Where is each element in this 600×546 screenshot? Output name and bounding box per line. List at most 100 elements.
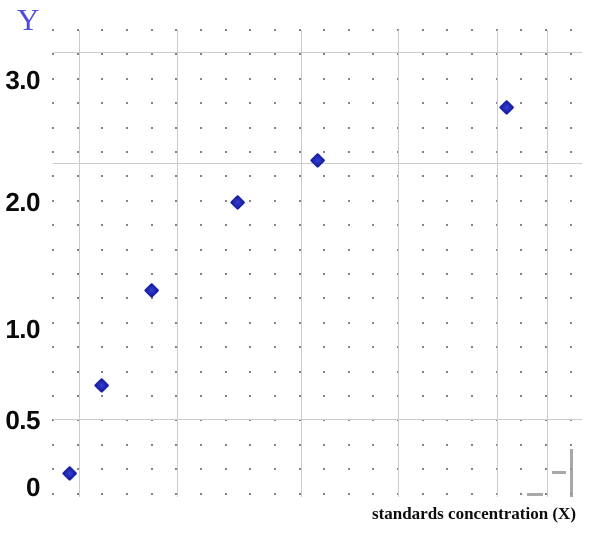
grid-dot xyxy=(52,297,54,300)
grid-dot xyxy=(150,29,153,31)
grid-dot xyxy=(446,346,449,349)
grid-dot xyxy=(150,151,153,153)
watermark-fragment xyxy=(570,449,573,497)
grid-dot xyxy=(545,468,547,471)
grid-dot xyxy=(372,248,375,251)
grid-dot xyxy=(347,321,350,324)
grid-dot xyxy=(446,77,449,80)
grid-dot xyxy=(495,53,498,56)
grid-dot xyxy=(495,199,498,202)
grid-dot xyxy=(495,492,498,495)
grid-dot xyxy=(125,346,128,349)
grid-dot xyxy=(76,151,79,153)
grid-dot xyxy=(273,77,276,80)
grid-dot xyxy=(125,199,128,202)
grid-dot xyxy=(298,151,301,153)
grid-dot xyxy=(471,321,474,324)
grid-dot xyxy=(125,77,128,80)
grid-dot xyxy=(323,273,326,275)
grid-dot xyxy=(224,53,227,56)
grid-dot xyxy=(347,77,350,80)
grid-dot xyxy=(545,151,547,153)
grid-dot xyxy=(101,199,104,202)
grid-dot xyxy=(323,395,326,397)
grid-dot xyxy=(249,224,252,227)
grid-dot xyxy=(76,321,79,324)
grid-dot xyxy=(76,419,79,422)
grid-dot xyxy=(347,29,350,31)
grid-dot xyxy=(101,248,104,251)
grid-dot xyxy=(224,248,227,251)
grid-dot xyxy=(298,102,301,105)
grid-dot xyxy=(224,175,227,178)
grid-dot xyxy=(495,468,498,471)
grid-dot xyxy=(569,297,572,300)
grid-dot xyxy=(569,53,572,56)
grid-dot xyxy=(421,248,424,251)
grid-dot xyxy=(372,224,375,227)
grid-dot xyxy=(520,468,523,471)
grid-dot xyxy=(150,248,153,251)
grid-dot xyxy=(199,248,202,251)
grid-dot xyxy=(199,29,202,31)
grid-dot xyxy=(76,102,79,105)
grid-dot xyxy=(520,248,523,251)
grid-dot xyxy=(347,346,350,349)
grid-dot xyxy=(52,248,54,251)
grid-dot xyxy=(52,370,54,373)
grid-dot xyxy=(125,175,128,178)
grid-dot xyxy=(298,321,301,324)
grid-dot xyxy=(150,224,153,227)
grid-dot xyxy=(347,273,350,275)
grid-dot xyxy=(199,53,202,56)
grid-dot xyxy=(372,77,375,80)
grid-dot xyxy=(298,248,301,251)
grid-dot xyxy=(199,273,202,275)
grid-dot xyxy=(446,297,449,300)
grid-dot xyxy=(199,102,202,105)
grid-dot xyxy=(298,443,301,446)
grid-dot xyxy=(323,224,326,227)
grid-dot xyxy=(471,102,474,105)
grid-dot xyxy=(125,468,128,471)
grid-dot xyxy=(101,297,104,300)
grid-dot xyxy=(471,297,474,300)
grid-dot xyxy=(323,297,326,300)
grid-dot xyxy=(372,29,375,31)
grid-dot xyxy=(273,492,276,495)
grid-dot xyxy=(471,199,474,202)
grid-dot xyxy=(175,297,178,300)
grid-dot xyxy=(569,151,572,153)
grid-dot xyxy=(224,395,227,397)
grid-dot xyxy=(224,346,227,349)
grid-dot xyxy=(545,346,547,349)
grid-dot xyxy=(545,248,547,251)
grid-dot xyxy=(323,248,326,251)
grid-dot xyxy=(545,29,547,31)
grid-dot xyxy=(545,370,547,373)
grid-dot xyxy=(52,468,54,471)
grid-dot xyxy=(446,102,449,105)
grid-dot xyxy=(101,395,104,397)
data-point-marker xyxy=(310,153,326,169)
grid-dot xyxy=(569,443,572,446)
grid-dot xyxy=(150,126,153,129)
grid-dot xyxy=(125,224,128,227)
grid-dot xyxy=(471,53,474,56)
grid-dot xyxy=(249,370,252,373)
grid-dot xyxy=(76,53,79,56)
grid-dot xyxy=(125,273,128,275)
grid-dot xyxy=(125,443,128,446)
grid-dot xyxy=(495,151,498,153)
grid-dot xyxy=(273,321,276,324)
grid-dot xyxy=(298,395,301,397)
grid-dot xyxy=(545,102,547,105)
grid-dot xyxy=(125,53,128,56)
grid-dot xyxy=(76,199,79,202)
grid-dot xyxy=(372,126,375,129)
grid-dot xyxy=(347,175,350,178)
grid-dot xyxy=(421,321,424,324)
grid-dot xyxy=(545,321,547,324)
grid-dot xyxy=(101,151,104,153)
grid-dot xyxy=(545,175,547,178)
